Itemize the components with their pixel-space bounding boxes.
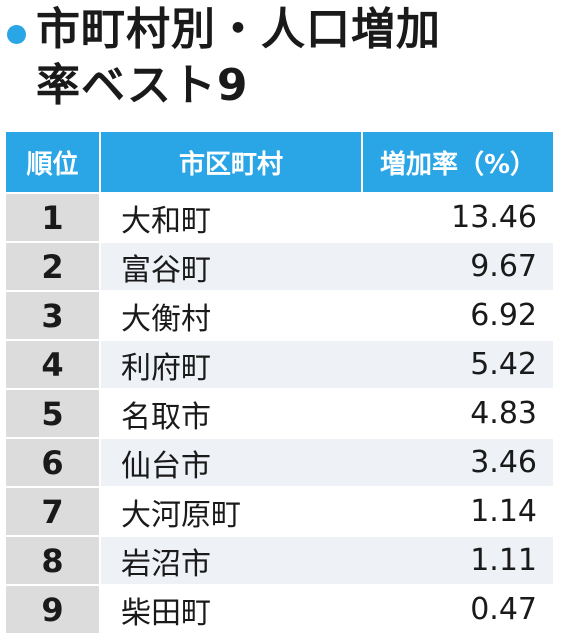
rate-cell: 1.14 — [363, 486, 553, 535]
municipality-cell: 岩沼市 — [101, 535, 363, 584]
page-title-line-2: 率ベスト9 — [36, 60, 249, 111]
municipality-cell: 仙台市 — [101, 437, 363, 486]
page-title-line-1: 市町村別・人口増加 — [36, 4, 441, 55]
municipality-cell: 柴田町 — [101, 584, 363, 633]
bullet-dot-icon — [7, 25, 26, 44]
municipality-cell: 富谷町 — [101, 241, 363, 290]
table-row: 7 大河原町 1.14 — [6, 486, 553, 535]
rank-cell: 6 — [6, 437, 101, 486]
rank-cell: 1 — [6, 192, 101, 241]
table-row: 5 名取市 4.83 — [6, 388, 553, 437]
rate-cell: 5.42 — [363, 339, 553, 388]
rate-cell: 9.67 — [363, 241, 553, 290]
header-increase-rate: 増加率（%） — [363, 132, 553, 192]
municipality-cell: 利府町 — [101, 339, 363, 388]
rate-cell: 13.46 — [363, 192, 553, 241]
header-rank: 順位 — [6, 132, 101, 192]
municipality-cell: 大和町 — [101, 192, 363, 241]
rate-cell: 6.92 — [363, 290, 553, 339]
municipality-cell: 名取市 — [101, 388, 363, 437]
table-row: 1 大和町 13.46 — [6, 192, 553, 241]
rate-cell: 3.46 — [363, 437, 553, 486]
table-row: 8 岩沼市 1.11 — [6, 535, 553, 584]
rank-cell: 3 — [6, 290, 101, 339]
header-municipality: 市区町村 — [101, 132, 363, 192]
rank-cell: 4 — [6, 339, 101, 388]
municipality-cell: 大衡村 — [101, 290, 363, 339]
rank-cell: 2 — [6, 241, 101, 290]
municipality-cell: 大河原町 — [101, 486, 363, 535]
table-row: 9 柴田町 0.47 — [6, 584, 553, 633]
rate-cell: 4.83 — [363, 388, 553, 437]
rank-cell: 5 — [6, 388, 101, 437]
rate-cell: 0.47 — [363, 584, 553, 633]
title-block: 市町村別・人口増加 率ベスト9 — [0, 0, 561, 128]
table-row: 4 利府町 5.42 — [6, 339, 553, 388]
rank-cell: 9 — [6, 584, 101, 633]
table-row: 6 仙台市 3.46 — [6, 437, 553, 486]
header-row: 順位 市区町村 増加率（%） — [6, 132, 553, 192]
table-row: 3 大衡村 6.92 — [6, 290, 553, 339]
rank-cell: 7 — [6, 486, 101, 535]
table-header: 順位 市区町村 増加率（%） — [6, 132, 553, 192]
table-body: 1 大和町 13.46 2 富谷町 9.67 3 大衡村 6.92 4 利府町 … — [6, 192, 553, 633]
ranking-table: 順位 市区町村 増加率（%） 1 大和町 13.46 2 富谷町 9.67 3 … — [6, 132, 553, 633]
rate-cell: 1.11 — [363, 535, 553, 584]
table-row: 2 富谷町 9.67 — [6, 241, 553, 290]
rank-cell: 8 — [6, 535, 101, 584]
